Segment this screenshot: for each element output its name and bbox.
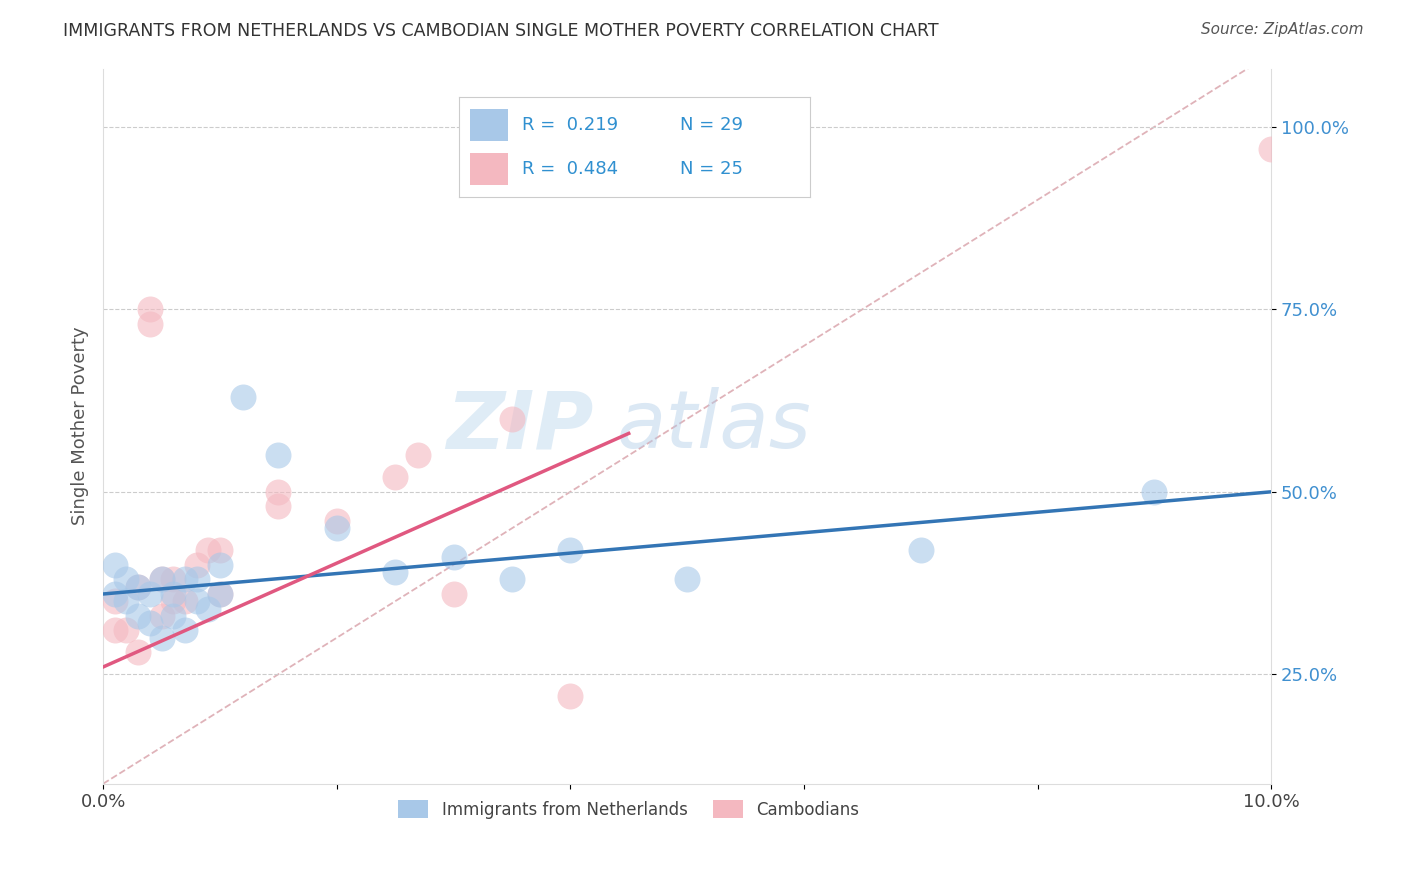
Point — [1143, 484, 1166, 499]
Point — [115, 573, 138, 587]
Point — [104, 587, 127, 601]
Point — [384, 470, 406, 484]
Point — [186, 558, 208, 572]
Point — [443, 587, 465, 601]
Point — [162, 594, 184, 608]
Text: IMMIGRANTS FROM NETHERLANDS VS CAMBODIAN SINGLE MOTHER POVERTY CORRELATION CHART: IMMIGRANTS FROM NETHERLANDS VS CAMBODIAN… — [63, 22, 939, 40]
Point — [560, 543, 582, 558]
Point — [139, 587, 162, 601]
Point — [104, 594, 127, 608]
Text: atlas: atlas — [617, 387, 811, 465]
Legend: Immigrants from Netherlands, Cambodians: Immigrants from Netherlands, Cambodians — [392, 794, 866, 825]
Point — [173, 624, 195, 638]
Point — [150, 608, 173, 623]
Point — [186, 594, 208, 608]
Point — [127, 608, 149, 623]
Point — [408, 448, 430, 462]
Point — [325, 521, 347, 535]
Point — [910, 543, 932, 558]
Point — [208, 587, 231, 601]
Point — [1260, 142, 1282, 156]
Point — [139, 302, 162, 317]
Point — [127, 580, 149, 594]
Point — [104, 558, 127, 572]
Point — [104, 624, 127, 638]
Point — [325, 514, 347, 528]
Point — [208, 587, 231, 601]
Point — [162, 573, 184, 587]
Point — [232, 390, 254, 404]
Point — [197, 543, 219, 558]
Point — [127, 580, 149, 594]
Point — [115, 594, 138, 608]
Point — [150, 573, 173, 587]
Text: Source: ZipAtlas.com: Source: ZipAtlas.com — [1201, 22, 1364, 37]
Y-axis label: Single Mother Poverty: Single Mother Poverty — [72, 326, 89, 525]
Point — [139, 616, 162, 631]
Point — [127, 645, 149, 659]
Point — [173, 573, 195, 587]
Point — [139, 317, 162, 331]
Point — [173, 594, 195, 608]
Point — [150, 631, 173, 645]
Point — [208, 543, 231, 558]
Text: ZIP: ZIP — [446, 387, 593, 465]
Point — [560, 689, 582, 703]
Point — [267, 500, 290, 514]
Point — [197, 601, 219, 615]
Point — [162, 608, 184, 623]
Point — [267, 484, 290, 499]
Point — [208, 558, 231, 572]
Point — [115, 624, 138, 638]
Point — [443, 550, 465, 565]
Point — [501, 573, 523, 587]
Point — [676, 573, 699, 587]
Point — [501, 412, 523, 426]
Point — [384, 565, 406, 579]
Point — [267, 448, 290, 462]
Point — [150, 573, 173, 587]
Point — [162, 587, 184, 601]
Point — [186, 573, 208, 587]
